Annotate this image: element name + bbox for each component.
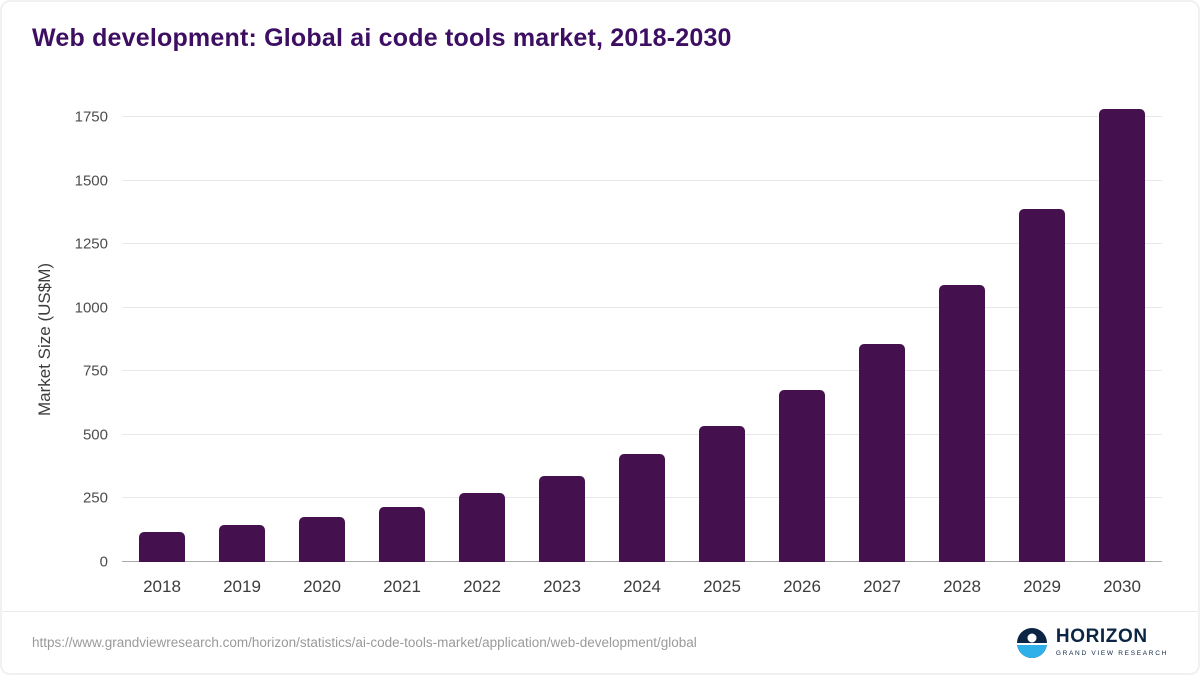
y-tick-label: 1250 [74, 235, 108, 253]
x-tick-label: 2023 [543, 577, 581, 596]
bar-2030 [1099, 109, 1145, 562]
chart-title: Web development: Global ai code tools ma… [32, 24, 732, 52]
footer: https://www.grandviewresearch.com/horizo… [2, 611, 1198, 673]
x-tick-label: 2022 [463, 577, 501, 596]
bar-2019 [219, 524, 265, 562]
y-tick-label: 500 [82, 426, 108, 444]
y-tick-label: 0 [99, 553, 108, 571]
brand-subtitle: GRAND VIEW RESEARCH [1055, 650, 1168, 658]
gridline [122, 179, 1162, 181]
logo-text: HORIZON GRAND VIEW RESEARCH [1055, 626, 1168, 658]
x-tick-label: 2030 [1103, 577, 1141, 596]
y-tick-label: 1750 [74, 108, 108, 126]
x-tick-label: 2024 [623, 577, 661, 596]
x-tick-label: 2028 [943, 577, 981, 596]
horizon-logo-icon [1016, 627, 1047, 658]
x-tick-label: 2020 [303, 577, 341, 596]
y-axis-label: Market Size (US$M) [35, 262, 54, 417]
bar-2023 [539, 475, 585, 562]
bar-chart-plot-area: 0 250 500 750 1000 1250 1500 1750 2018 2019 2020 20… [75, 109, 1162, 596]
brand-name: HORIZON [1055, 626, 1148, 648]
bar-2028 [939, 284, 985, 562]
y-tick-label: 250 [82, 489, 108, 507]
horizon-sea-shape [1016, 642, 1047, 658]
x-tick-label: 2027 [863, 577, 901, 596]
y-tick-label: 1500 [74, 172, 108, 190]
bar-2027 [859, 343, 905, 562]
bar-2021 [379, 506, 425, 562]
bar-2024 [619, 453, 665, 562]
y-tick-label: 1000 [74, 299, 108, 317]
y-tick-label: 750 [82, 362, 108, 380]
gridline [122, 370, 1162, 372]
x-tick-label: 2021 [383, 577, 421, 596]
source-url: https://www.grandviewresearch.com/horizo… [32, 635, 697, 650]
sun-icon [1027, 633, 1037, 643]
x-tick-label: 2019 [223, 577, 261, 596]
gridline [122, 306, 1162, 308]
bar-2025 [699, 425, 745, 562]
horizon-logo: HORIZON GRAND VIEW RESEARCH [1016, 626, 1168, 658]
bar-2022 [459, 492, 505, 562]
x-tick-label: 2018 [143, 577, 181, 596]
gridline [122, 243, 1162, 245]
gridline [122, 433, 1162, 435]
bar-2026 [779, 389, 825, 562]
bar-2018 [139, 531, 185, 562]
bar-2020 [299, 516, 345, 562]
x-tick-label: 2025 [703, 577, 741, 596]
gridline [122, 116, 1162, 117]
x-tick-label: 2026 [783, 577, 821, 596]
x-tick-label: 2029 [1023, 577, 1061, 596]
bar-2029 [1019, 208, 1065, 562]
